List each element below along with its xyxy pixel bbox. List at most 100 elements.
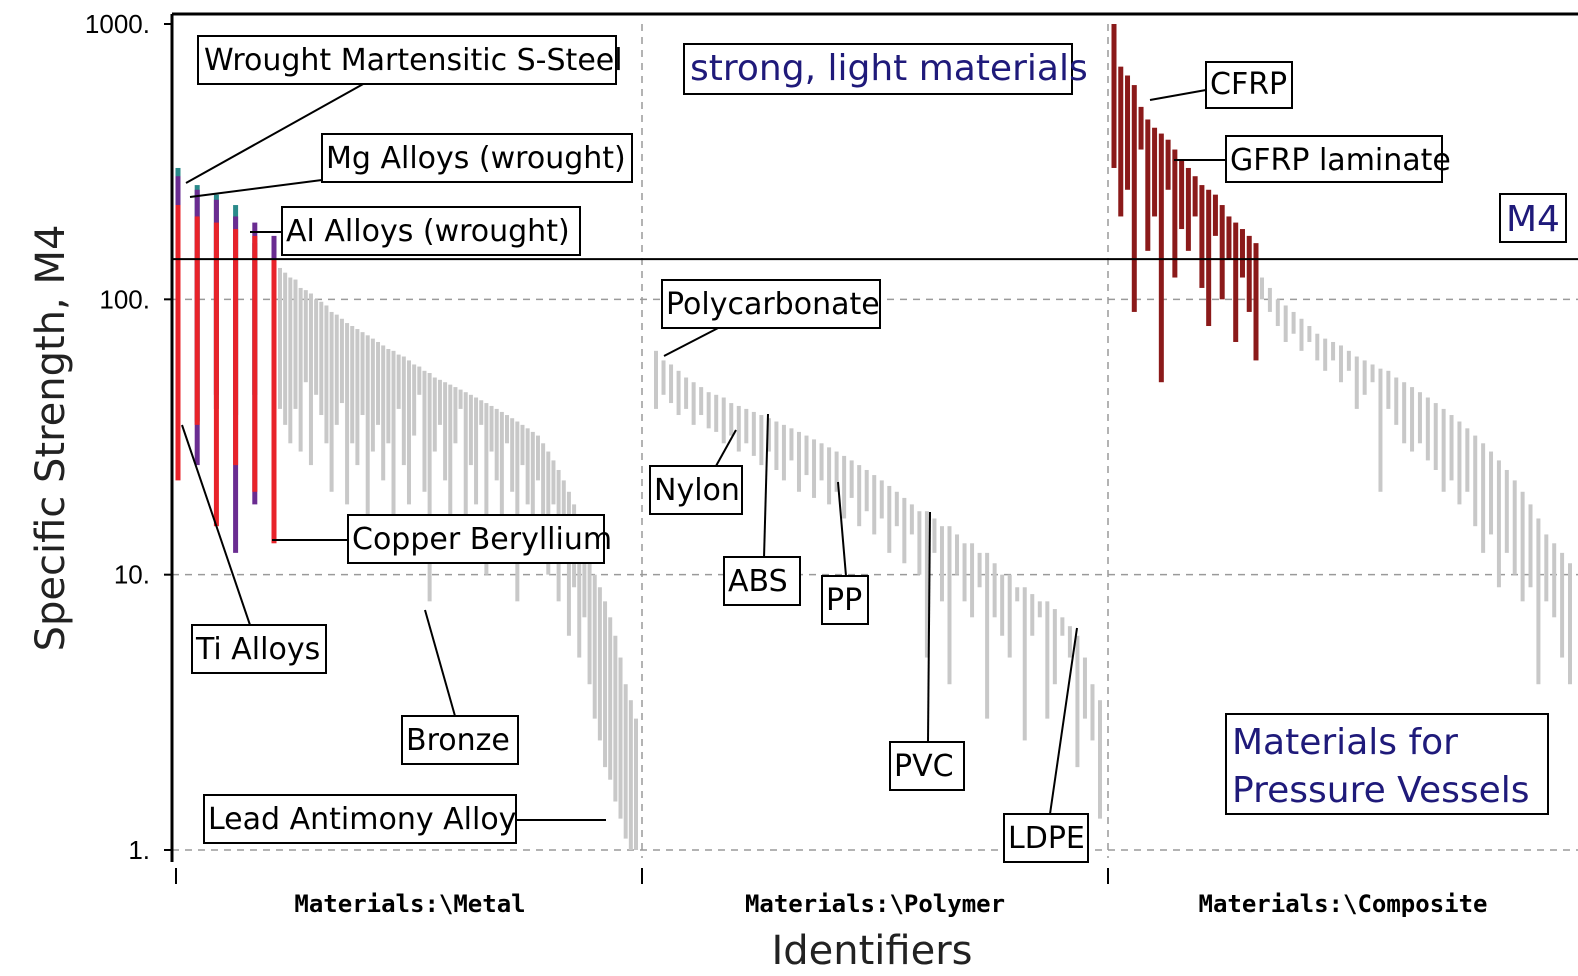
- data-bar: [1090, 684, 1095, 741]
- data-bar: [1067, 626, 1072, 658]
- data-bar: [437, 379, 442, 425]
- data-bar: [924, 511, 929, 658]
- annotation-label: LDPE: [1008, 821, 1085, 856]
- data-bar: [932, 518, 937, 553]
- data-bar: [1433, 403, 1438, 470]
- annotation-cfrp: CFRP: [1149, 61, 1293, 109]
- data-bar: [1007, 574, 1012, 658]
- data-bar: [1283, 305, 1288, 342]
- data-bar: [1520, 491, 1525, 602]
- data-bar: [339, 318, 344, 404]
- data-bar: [345, 323, 350, 505]
- data-bar: [781, 424, 786, 481]
- data-bar: [1267, 287, 1272, 312]
- data-bar: [894, 491, 899, 527]
- annotation-wrought-martensitic-steel: Wrought Martensitic S-Steel: [185, 35, 623, 184]
- data-bar: [1544, 534, 1549, 602]
- data-bar: [1037, 601, 1042, 618]
- data-bar: [474, 397, 479, 505]
- data-bar: [1568, 563, 1572, 685]
- data-bar: [774, 421, 779, 470]
- data-bar: [766, 418, 771, 452]
- data-bar: [535, 435, 540, 481]
- data-bar: [654, 350, 658, 409]
- data-bar: [706, 392, 711, 429]
- region-label-text: Pressure Vessels: [1232, 770, 1530, 811]
- y-tick-label: 1.: [128, 835, 150, 865]
- data-bar: [1481, 443, 1486, 553]
- data-bar: [864, 469, 869, 512]
- data-bar: [381, 345, 386, 481]
- data-bar: [329, 311, 334, 492]
- data-bar: [484, 403, 489, 575]
- data-bar: [1052, 609, 1057, 685]
- data-bar: [1504, 469, 1509, 553]
- annotation-pp: PP: [821, 481, 869, 625]
- data-bar: [1239, 229, 1245, 278]
- data-bar: [1233, 222, 1239, 342]
- data-bar: [955, 534, 960, 575]
- data-bar: [360, 332, 365, 416]
- data-bar: [1457, 421, 1462, 505]
- data-bar: [603, 601, 608, 768]
- annotation-abs: ABS: [723, 413, 801, 606]
- data-bar: [494, 408, 499, 481]
- data-bar: [812, 439, 817, 498]
- data-bar: [288, 277, 293, 444]
- data-bar: [1022, 587, 1027, 741]
- data-bar: [917, 511, 922, 575]
- data-bar: [1152, 127, 1158, 217]
- data-bar: [412, 364, 417, 436]
- data-bar: [1449, 415, 1454, 481]
- data-bar: [458, 389, 463, 409]
- annotation-pvc: PVC: [889, 511, 965, 791]
- data-bar: [1179, 160, 1185, 230]
- data-bar: [1512, 480, 1517, 575]
- data-bar: [283, 272, 288, 425]
- annotation-ti-alloys: Ti Alloys: [181, 424, 327, 674]
- data-bar: [541, 443, 546, 527]
- data-bar: [804, 435, 809, 476]
- data-bar: [577, 518, 582, 658]
- data-bar: [298, 287, 303, 452]
- data-bar: [396, 354, 401, 409]
- annotation-label: Bronze: [406, 723, 510, 758]
- data-bar: [699, 387, 704, 416]
- data-bar: [1496, 460, 1501, 588]
- y-tick-label: 100.: [99, 284, 150, 314]
- data-bar: [1362, 360, 1367, 395]
- annotation-label: PP: [826, 583, 862, 618]
- annotation-copper-beryllium: Copper Beryllium: [272, 514, 612, 564]
- data-bar: [819, 443, 824, 481]
- data-bar: [530, 431, 535, 553]
- x-axis-title: Identifiers: [771, 928, 972, 974]
- data-bar: [1098, 700, 1102, 819]
- data-bar: [970, 543, 975, 618]
- data-bar: [1045, 601, 1050, 719]
- data-bar: [939, 526, 944, 602]
- data-bar: [1206, 189, 1212, 327]
- data-bar: [391, 350, 396, 553]
- data-bar: [1417, 392, 1422, 444]
- data-bar: [1536, 518, 1541, 685]
- data-bar: [592, 574, 597, 719]
- data-bar: [1172, 149, 1178, 278]
- data-bar: [887, 485, 892, 553]
- data-bar: [1138, 106, 1144, 150]
- data-bar: [1030, 594, 1035, 636]
- data-bar: [1441, 408, 1446, 492]
- data-bar: [350, 326, 355, 444]
- data-bar: [1410, 387, 1415, 452]
- data-bar: [623, 684, 628, 839]
- annotation-ldpe: LDPE: [1003, 627, 1089, 863]
- data-bar: [909, 504, 914, 535]
- data-bar: [1560, 552, 1565, 658]
- data-bar: [1199, 185, 1205, 288]
- annotation-mg-alloys: Mg Alloys (wrought): [189, 133, 633, 198]
- data-bar: [499, 411, 504, 527]
- data-bar: [1473, 435, 1478, 527]
- data-bar: [505, 415, 510, 444]
- annotation-label: CFRP: [1210, 67, 1287, 102]
- data-bar: [303, 290, 308, 383]
- data-bar: [1226, 216, 1232, 260]
